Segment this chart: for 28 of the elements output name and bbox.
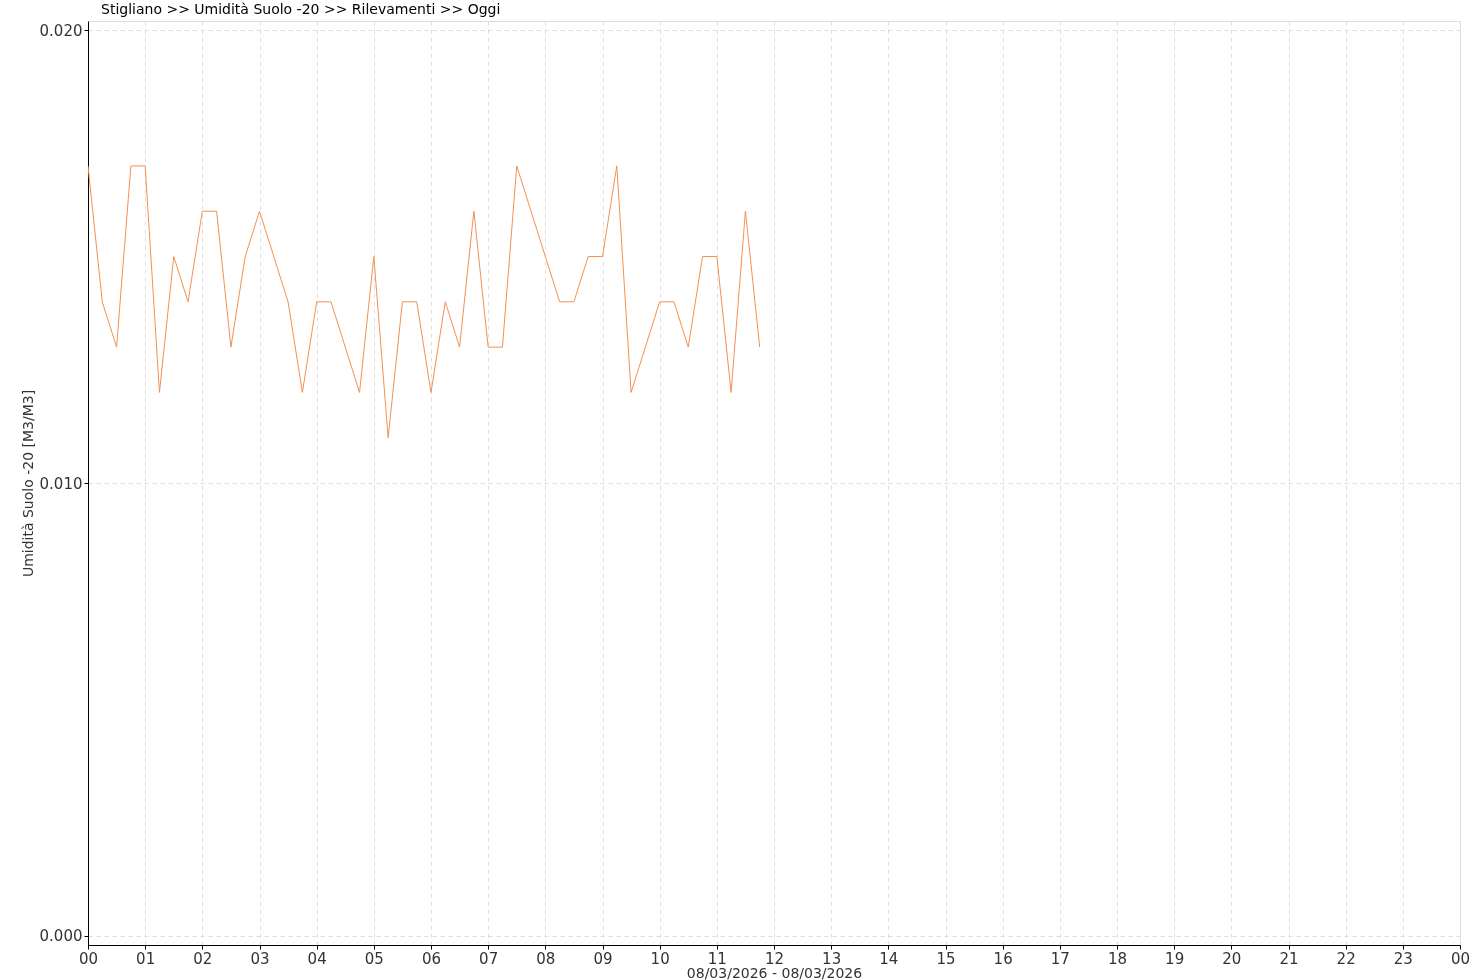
y-tick-label: 0.020 (39, 21, 83, 40)
x-tick-label: 17 (1050, 949, 1070, 968)
y-tick-label: 0.000 (39, 927, 83, 946)
x-tick-label: 02 (193, 949, 213, 968)
x-tick-label: 16 (993, 949, 1013, 968)
x-tick-label: 20 (1222, 949, 1242, 968)
x-tick-label: 01 (136, 949, 156, 968)
x-tick-label: 21 (1279, 949, 1299, 968)
x-tick-label: 09 (593, 949, 613, 968)
line-series (88, 165, 761, 439)
x-tick-label: 04 (307, 949, 327, 968)
x-tick-label: 07 (479, 949, 499, 968)
x-tick-label: 18 (1107, 949, 1128, 968)
x-tick-label: 14 (879, 949, 899, 968)
x-tick-label: 03 (250, 949, 270, 968)
x-tick-label: 15 (936, 949, 956, 968)
x-tick-label: 00 (78, 949, 99, 968)
x-tick-label: 23 (1393, 949, 1413, 968)
x-tick-label: 00 (1450, 949, 1471, 968)
x-tick-label: 22 (1336, 949, 1356, 968)
y-tick-label: 0.010 (39, 474, 83, 493)
x-tick-label: 05 (364, 949, 384, 968)
x-tick-label: 10 (650, 949, 670, 968)
x-tick-label: 19 (1165, 949, 1185, 968)
x-tick-label: 08 (536, 949, 556, 968)
y-axis-title: Umidità Suolo -20 [M3/M3] (19, 389, 36, 578)
x-tick-label: 06 (421, 949, 442, 968)
chart-title: Stigliano >> Umidità Suolo -20 >> Rilevamenti >> Oggi (101, 1, 501, 17)
